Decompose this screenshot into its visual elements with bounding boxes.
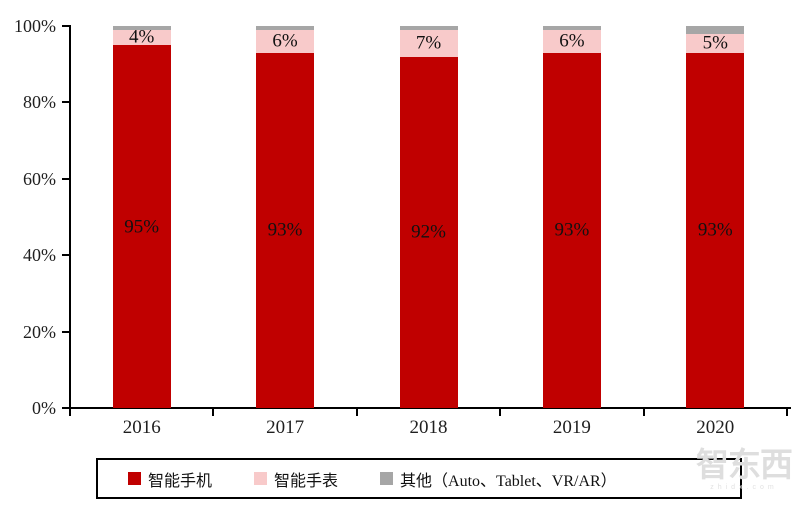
x-tick (499, 409, 502, 416)
bar-segment-其他（Auto、Tablet、VR/AR）-2018 (399, 26, 458, 30)
y-tick (62, 25, 71, 27)
x-tick (642, 409, 645, 416)
y-tick (62, 330, 71, 333)
legend-swatch-icon (128, 472, 141, 485)
x-tick (69, 409, 71, 416)
y-tick-label: 60% (23, 168, 56, 189)
bar-segment-智能手机-2017 (256, 52, 315, 408)
x-axis-label: 2019 (552, 417, 591, 438)
legend-item-label: 智能手机 (148, 472, 213, 490)
bar-segment-智能手机-2016 (112, 45, 171, 408)
bar-segment-其他（Auto、Tablet、VR/AR）-2020 (686, 26, 745, 34)
y-tick-label: 0% (32, 398, 56, 418)
y-tick (62, 101, 71, 104)
legend-item-label: 智能手表 (274, 472, 339, 490)
bar-value-label: 6% (559, 30, 585, 52)
bar-segment-智能手机-2018 (399, 56, 458, 408)
bar-segment-其他（Auto、Tablet、VR/AR）-2019 (542, 26, 601, 30)
y-tick-label: 100% (14, 16, 56, 36)
x-axis-line (62, 407, 791, 409)
legend-item: 其他（Auto、Tablet、VR/AR） (380, 467, 617, 491)
legend-swatch-icon (380, 472, 394, 485)
bar-value-label: 95% (124, 216, 160, 238)
legend: 智能手机 智能手表 其他（Auto、Tablet、VR/AR） (96, 458, 742, 499)
y-tick-label: 80% (23, 92, 56, 113)
bar-segment-智能手表-2019 (542, 29, 601, 53)
x-tick (212, 409, 215, 416)
bar-value-label: 5% (702, 32, 728, 54)
legend-item-label: 其他（Auto、Tablet、VR/AR） (400, 472, 617, 490)
bar-segment-智能手表-2016 (112, 29, 171, 46)
bar-value-label: 93% (554, 219, 590, 241)
y-tick (62, 254, 71, 257)
bar-value-label: 92% (411, 221, 446, 243)
y-tick (62, 177, 71, 180)
y-axis-line (69, 25, 71, 409)
bar-segment-智能手机-2019 (542, 52, 601, 408)
bar-segment-智能手表-2018 (399, 29, 458, 57)
bar-value-label: 7% (415, 32, 442, 54)
x-tick (355, 409, 358, 416)
bar-segment-其他（Auto、Tablet、VR/AR）-2016 (112, 26, 171, 30)
legend-swatch-icon (254, 472, 268, 485)
y-tick-label: 20% (23, 321, 56, 342)
bar-value-label: 6% (272, 30, 298, 52)
x-tick (786, 409, 788, 416)
bar-value-label: 4% (129, 26, 155, 48)
x-axis-label: 2018 (409, 417, 448, 438)
x-axis-label: 2016 (122, 417, 161, 438)
bar-segment-智能手机-2020 (686, 52, 745, 408)
bar-segment-智能手表-2017 (256, 29, 315, 53)
legend-item: 智能手机 (128, 467, 212, 491)
y-tick-label: 40% (23, 245, 56, 266)
bar-segment-智能手表-2020 (686, 33, 745, 53)
bar-segment-其他（Auto、Tablet、VR/AR）-2017 (256, 26, 315, 30)
x-axis-label: 2020 (696, 417, 735, 438)
bar-value-label: 93% (267, 219, 303, 241)
bar-value-label: 93% (697, 219, 733, 241)
legend-item: 智能手表 (254, 467, 338, 491)
x-axis-label: 2017 (266, 417, 305, 438)
